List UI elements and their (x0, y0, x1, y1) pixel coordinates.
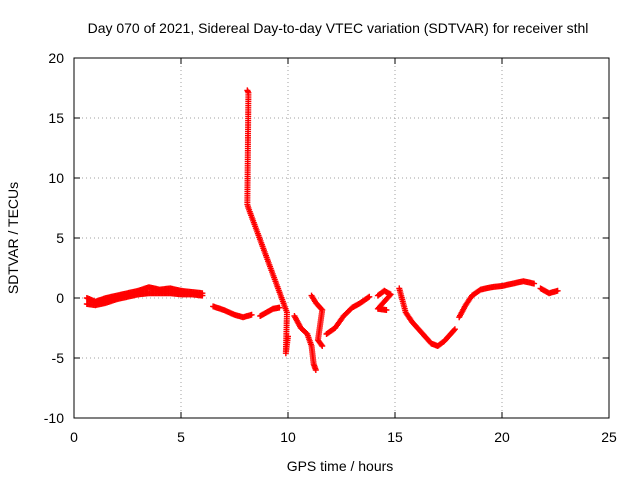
y-tick-label: -10 (44, 410, 64, 426)
x-tick-label: 5 (177, 429, 185, 445)
y-axis-label: SDTVAR / TECUs (5, 182, 21, 294)
data-point (318, 341, 325, 348)
y-tick-label: 10 (48, 170, 64, 186)
y-tick-label: 0 (56, 290, 64, 306)
data-points (83, 87, 561, 373)
tick-labels: 0 5 10 15 20 25 -10 -5 0 5 10 15 20 (44, 50, 617, 445)
y-tick-label: 5 (56, 230, 64, 246)
data-point (319, 343, 326, 349)
y-tick-label: 20 (48, 50, 64, 66)
data-point (285, 333, 291, 340)
chart-title: Day 070 of 2021, Sidereal Day-to-day VTE… (88, 20, 589, 36)
x-tick-label: 15 (387, 429, 403, 445)
data-point (554, 287, 561, 294)
data-point (248, 311, 255, 318)
x-tick-label: 0 (70, 429, 78, 445)
x-tick-label: 20 (494, 429, 510, 445)
x-tick-label: 25 (601, 429, 617, 445)
grid-lines (74, 58, 609, 418)
data-point (276, 304, 283, 311)
y-tick-label: 15 (48, 110, 64, 126)
y-tick-label: -5 (52, 350, 65, 366)
data-point (365, 294, 372, 301)
data-point (199, 292, 206, 299)
data-point (312, 367, 319, 373)
axis-ticks (73, 57, 610, 419)
x-axis-label: GPS time / hours (287, 458, 394, 474)
data-point (531, 280, 538, 287)
data-point (451, 326, 458, 333)
data-point (366, 293, 373, 300)
data-point (451, 327, 458, 334)
x-tick-label: 10 (280, 429, 296, 445)
data-point (383, 307, 390, 313)
